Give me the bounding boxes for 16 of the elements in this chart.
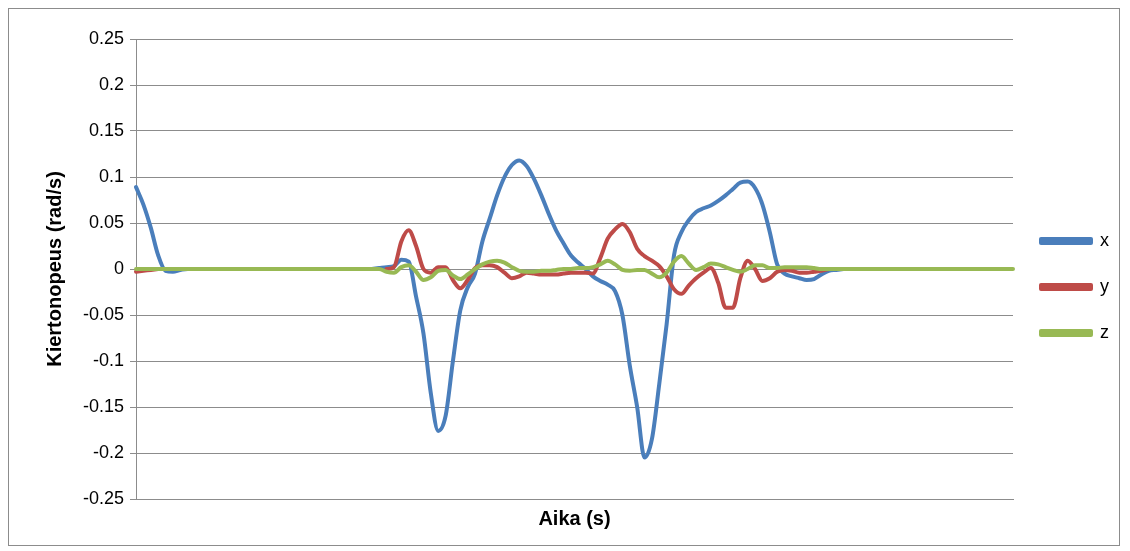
y-tick-label: 0.1	[99, 165, 125, 186]
y-tick-label: -0.15	[83, 395, 125, 416]
y-tick-label: 0	[114, 257, 125, 278]
y-tick-label: 0.2	[99, 73, 125, 94]
y-tick-label: 0.05	[88, 211, 125, 232]
y-tick-label: 0.25	[88, 27, 125, 48]
legend-label: y	[1100, 275, 1109, 296]
y-tick-label: -0.1	[93, 349, 125, 370]
y-axis-title: Kiertonopeus (rad/s)	[42, 171, 65, 367]
legend-label: z	[1100, 321, 1109, 342]
x-axis-title: Aika (s)	[538, 506, 611, 529]
y-tick-label: -0.25	[83, 487, 125, 508]
y-tick-label: 0.15	[88, 119, 125, 140]
y-tick-label: -0.2	[93, 441, 125, 462]
y-tick-label: -0.05	[83, 303, 125, 324]
legend-label: x	[1100, 229, 1109, 250]
